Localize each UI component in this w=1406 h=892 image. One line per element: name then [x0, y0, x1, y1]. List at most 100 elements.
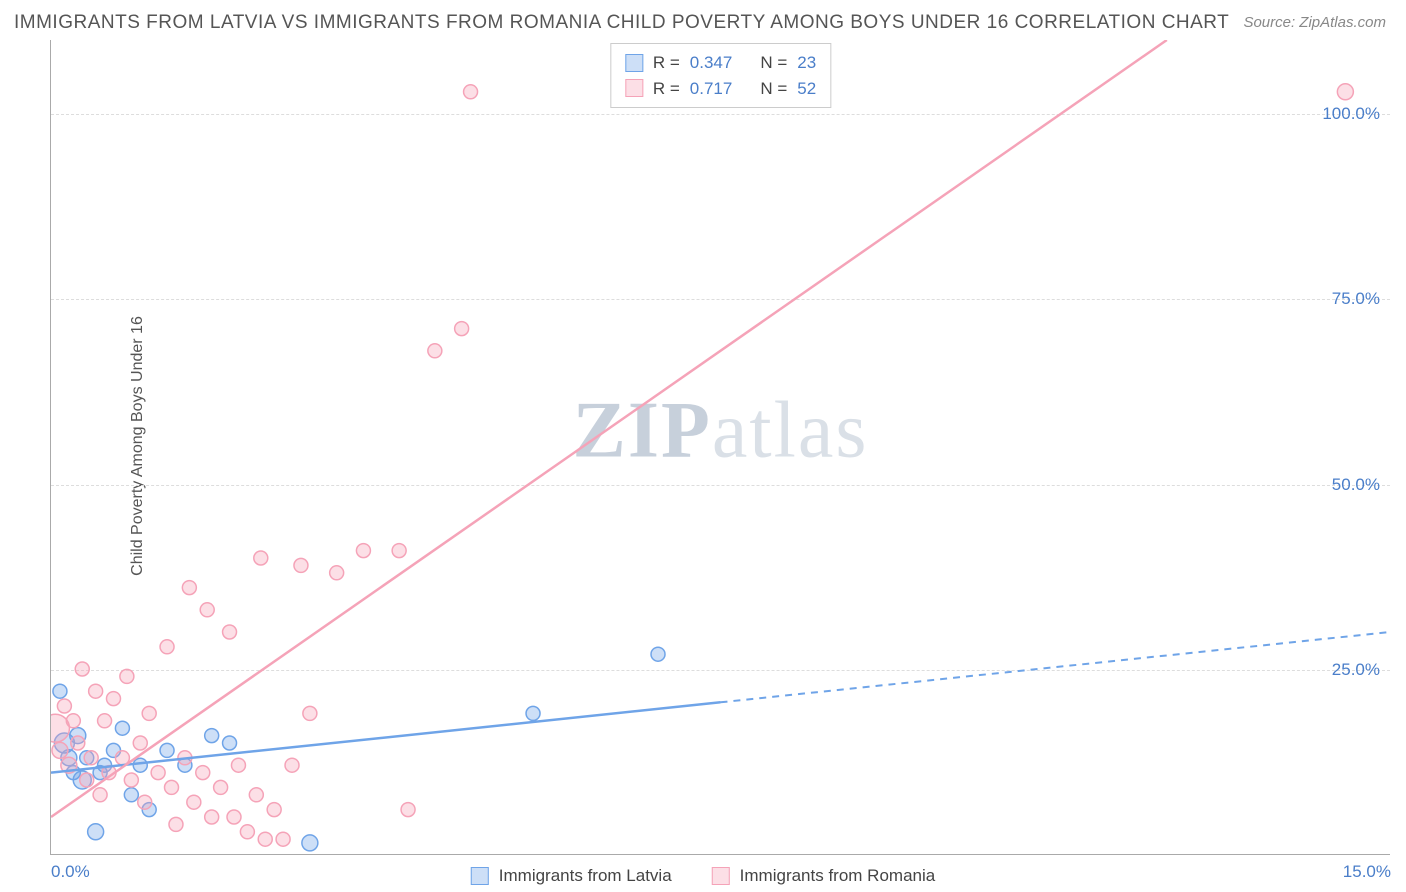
data-point	[106, 692, 120, 706]
data-point	[249, 788, 263, 802]
data-point	[392, 544, 406, 558]
data-point	[98, 714, 112, 728]
data-point	[169, 817, 183, 831]
data-point	[178, 751, 192, 765]
legend-r-label: R =	[653, 50, 680, 76]
data-point	[142, 706, 156, 720]
legend-n-label: N =	[760, 50, 787, 76]
data-point	[1337, 84, 1353, 100]
data-point	[356, 544, 370, 558]
data-point	[61, 750, 77, 766]
data-point	[240, 825, 254, 839]
legend-swatch	[625, 54, 643, 72]
data-point	[120, 669, 134, 683]
data-point	[138, 795, 152, 809]
data-point	[142, 803, 156, 817]
legend-r-label: R =	[653, 76, 680, 102]
data-point	[151, 766, 165, 780]
data-point	[70, 728, 86, 744]
trend-line	[51, 40, 1167, 817]
legend-n-value: 52	[797, 76, 816, 102]
data-point	[267, 803, 281, 817]
data-point	[303, 706, 317, 720]
data-point	[401, 803, 415, 817]
data-point	[93, 788, 107, 802]
grid-line	[51, 485, 1390, 486]
data-point	[124, 788, 138, 802]
data-point	[115, 721, 129, 735]
legend-swatch	[625, 79, 643, 97]
grid-line	[51, 114, 1390, 115]
data-point	[182, 581, 196, 595]
data-point	[455, 322, 469, 336]
legend-row: R = 0.717 N = 52	[625, 76, 816, 102]
data-point	[106, 743, 120, 757]
chart-title: IMMIGRANTS FROM LATVIA VS IMMIGRANTS FRO…	[14, 12, 1229, 34]
legend-r-value: 0.717	[690, 76, 733, 102]
data-point	[80, 773, 94, 787]
y-tick-label: 50.0%	[1332, 475, 1380, 495]
data-point	[165, 780, 179, 794]
y-tick-label: 75.0%	[1332, 289, 1380, 309]
watermark: ZIPatlas	[573, 385, 869, 476]
trend-line-extrapolated	[721, 632, 1391, 702]
legend-item: Immigrants from Romania	[712, 866, 936, 886]
data-point	[276, 832, 290, 846]
data-point	[258, 832, 272, 846]
series-legend: Immigrants from Latvia Immigrants from Ro…	[471, 866, 935, 886]
data-point	[73, 771, 91, 789]
data-point	[115, 751, 129, 765]
data-point	[160, 640, 174, 654]
data-point	[302, 835, 318, 851]
data-point	[54, 733, 74, 753]
data-point	[464, 85, 478, 99]
data-point	[651, 647, 665, 661]
legend-swatch	[712, 867, 730, 885]
data-point	[66, 766, 80, 780]
data-point	[214, 780, 228, 794]
data-point	[124, 773, 138, 787]
data-point	[88, 824, 104, 840]
data-point	[223, 736, 237, 750]
grid-line	[51, 670, 1390, 671]
data-point	[61, 757, 77, 773]
data-point	[84, 751, 98, 765]
data-point	[66, 714, 80, 728]
data-point	[133, 736, 147, 750]
legend-r-value: 0.347	[690, 50, 733, 76]
data-point	[80, 751, 94, 765]
trend-line	[51, 702, 721, 772]
x-tick-label: 0.0%	[51, 862, 90, 882]
data-point	[205, 810, 219, 824]
data-point	[231, 758, 245, 772]
legend-swatch	[471, 867, 489, 885]
data-point	[187, 795, 201, 809]
source-attribution: Source: ZipAtlas.com	[1243, 14, 1386, 31]
data-point	[53, 684, 67, 698]
y-tick-label: 25.0%	[1332, 660, 1380, 680]
legend-n-label: N =	[760, 76, 787, 102]
data-point	[57, 699, 71, 713]
data-point	[178, 758, 192, 772]
data-point	[285, 758, 299, 772]
data-point	[98, 758, 112, 772]
y-tick-label: 100.0%	[1322, 104, 1380, 124]
grid-line	[51, 299, 1390, 300]
chart-svg-layer	[51, 40, 1390, 854]
data-point	[294, 558, 308, 572]
legend-label: Immigrants from Romania	[740, 866, 936, 886]
data-point	[200, 603, 214, 617]
data-point	[89, 684, 103, 698]
data-point	[254, 551, 268, 565]
data-point	[160, 743, 174, 757]
data-point	[428, 344, 442, 358]
data-point	[51, 714, 69, 742]
x-tick-label: 15.0%	[1343, 862, 1391, 882]
data-point	[102, 766, 116, 780]
data-point	[71, 736, 85, 750]
data-point	[227, 810, 241, 824]
legend-row: R =0.347N =23	[625, 50, 816, 76]
legend-label: Immigrants from Latvia	[499, 866, 672, 886]
plot-area: ZIPatlas R =0.347N =23R =0.717N =52 25.0…	[50, 40, 1390, 855]
data-point	[93, 766, 107, 780]
